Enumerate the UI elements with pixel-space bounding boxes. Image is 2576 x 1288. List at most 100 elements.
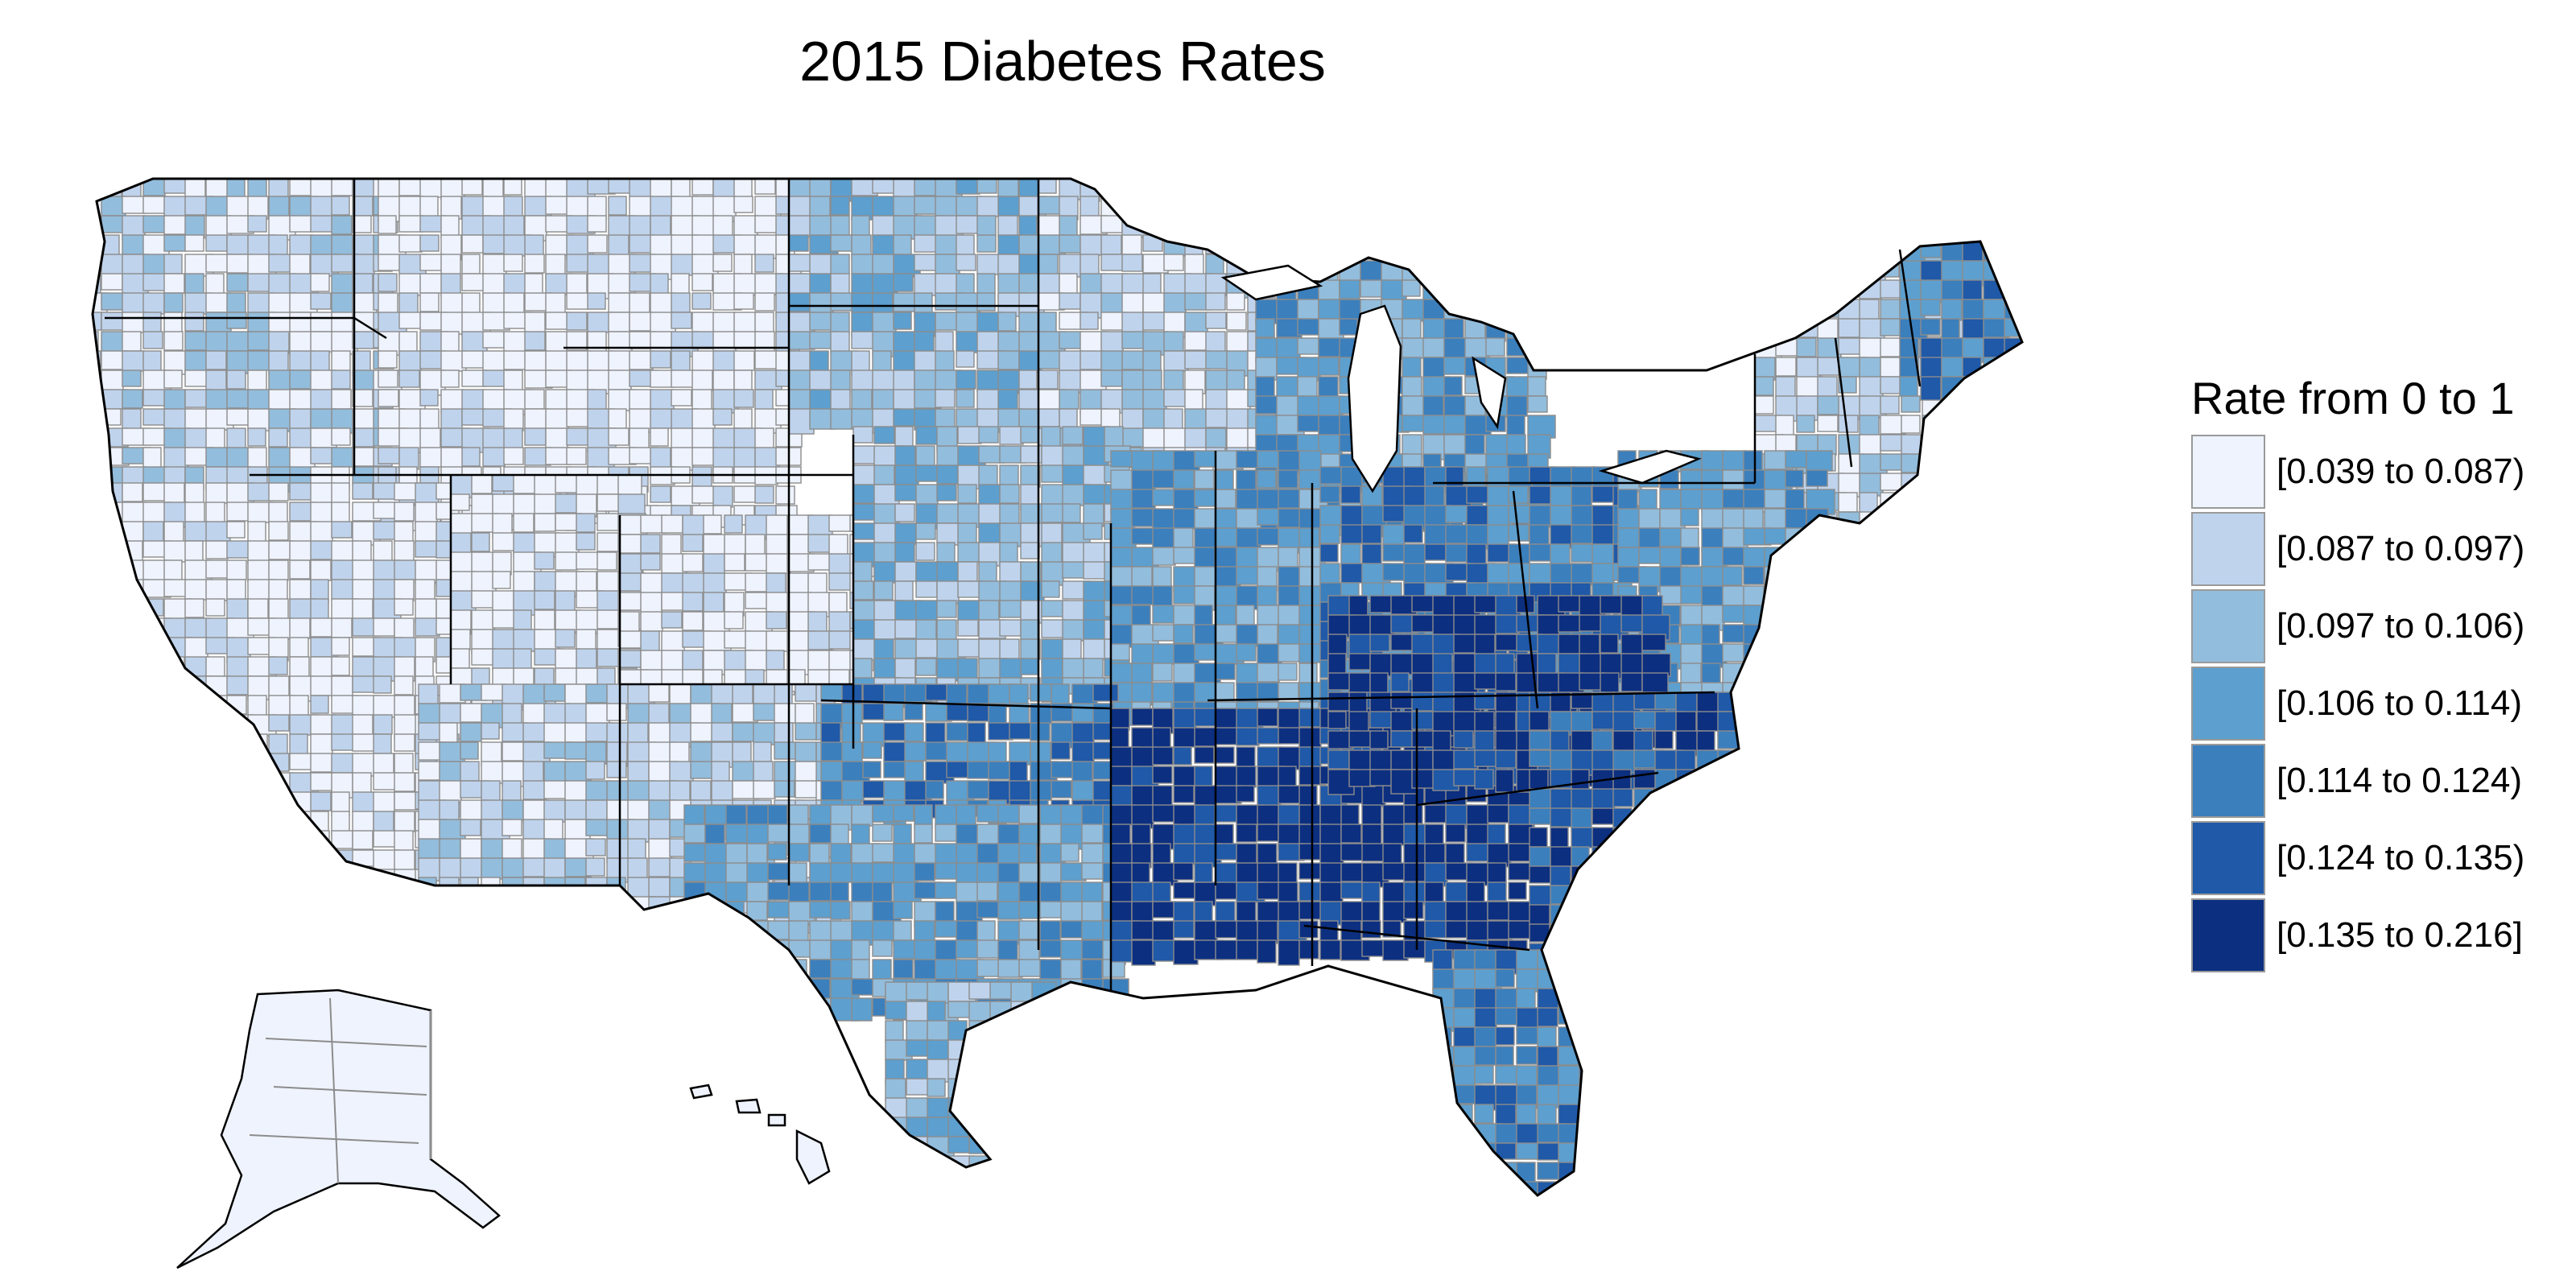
county-central-plains [1062, 619, 1084, 642]
county-california-nevada [394, 598, 414, 616]
county-four-corners [648, 915, 669, 939]
county-upper-midwest [1184, 215, 1203, 237]
county-new-england [1942, 415, 1965, 441]
county-pacific-northwest [331, 369, 351, 390]
county-southern-plains [820, 722, 841, 745]
county-northern-rockies [440, 369, 460, 388]
county-texas [893, 959, 914, 979]
county-northern-plains [914, 234, 937, 253]
legend: Rate from 0 to 1 [0.039 to 0.087) [0.087… [2191, 372, 2524, 974]
county-florida [1558, 949, 1584, 971]
county-texas [1039, 997, 1064, 1017]
legend-swatch [2191, 821, 2265, 895]
county-carolinas-georgia [1633, 885, 1657, 907]
county-carolinas-georgia [1591, 904, 1619, 927]
county-pacific-northwest [122, 369, 142, 387]
county-carolinas-georgia [1654, 846, 1682, 866]
legend-swatch [2191, 744, 2265, 818]
county-central-plains [936, 464, 959, 485]
county-great-lakes [1297, 318, 1320, 336]
county-pacific-northwest [163, 331, 184, 351]
county-new-england [1775, 279, 1804, 301]
county-great-lakes [1443, 395, 1466, 418]
county-california-nevada [184, 502, 205, 523]
county-florida [1600, 988, 1620, 1006]
county-california-nevada [289, 540, 312, 561]
legend-label: [0.106 to 0.114) [2277, 683, 2522, 723]
county-california-nevada [184, 733, 205, 754]
county-pacific-northwest [352, 427, 375, 448]
county-northern-rockies [691, 331, 715, 349]
county-deep-south [1110, 708, 1130, 731]
county-california-nevada [394, 540, 415, 562]
county-south-texas [1031, 1117, 1059, 1142]
county-california-nevada [226, 753, 246, 779]
county-northern-plains [788, 350, 812, 374]
county-deep-south [1173, 901, 1195, 924]
county-pacific-northwest [310, 389, 334, 411]
county-great-basin [492, 571, 511, 589]
county-california-nevada [289, 502, 314, 522]
county-new-england [1796, 299, 1816, 325]
county-pacific-northwest [101, 215, 125, 233]
county-california-nevada [289, 482, 312, 501]
county-midwest-corn-belt [1257, 469, 1277, 489]
county-northern-rockies [503, 447, 524, 465]
county-four-corners [418, 683, 439, 705]
county-mid-atlantic [1638, 489, 1657, 510]
county-deep-south [1298, 708, 1322, 728]
county-california-nevada [101, 521, 120, 540]
county-central-plains [894, 542, 915, 564]
county-carolinas-georgia [1696, 923, 1722, 945]
county-pacific-northwest [163, 447, 189, 470]
county-south-texas [1031, 1020, 1051, 1042]
county-ohio-valley [1319, 563, 1340, 585]
county-deep-south [1445, 920, 1470, 939]
county-pacific-northwest [163, 312, 183, 335]
county-southern-plains [904, 761, 924, 782]
county-midwest-corn-belt [1215, 489, 1236, 509]
county-deep-south [1403, 862, 1427, 882]
county-southern-plains [904, 703, 923, 720]
county-pacific-northwest [93, 234, 100, 256]
county-carolinas-georgia [1633, 865, 1657, 888]
county-texas [746, 959, 772, 980]
county-appalachia [1432, 595, 1455, 618]
county-maine [1941, 337, 1966, 360]
county-california-nevada [415, 482, 440, 506]
county-florida [1579, 1162, 1605, 1187]
county-texas [830, 843, 852, 866]
county-mid-atlantic [1785, 450, 1807, 469]
county-deep-south [1361, 920, 1381, 939]
county-new-england [1901, 453, 1920, 473]
county-carolinas-georgia [1738, 827, 1760, 851]
county-central-plains [873, 658, 896, 679]
county-deep-south [1194, 746, 1215, 764]
county-great-basin [450, 493, 470, 511]
county-northern-plains [1018, 369, 1038, 390]
county-california-nevada [93, 695, 109, 714]
county-central-plains [936, 542, 956, 563]
county-northern-rockies [691, 485, 716, 504]
county-california-nevada [184, 753, 208, 772]
county-colorado [619, 650, 642, 668]
county-central-plains [915, 522, 936, 540]
county-pacific-northwest [226, 312, 247, 329]
county-southern-plains [967, 761, 990, 779]
county-central-plains [852, 658, 873, 680]
county-texas [767, 978, 793, 1001]
county-great-basin [534, 513, 556, 532]
county-four-corners [481, 761, 505, 784]
county-texas [725, 997, 745, 1015]
county-northern-plains [893, 369, 915, 392]
county-northern-rockies [503, 408, 524, 431]
county-carolinas-georgia [1675, 923, 1702, 946]
county-florida [1495, 1065, 1520, 1084]
county-texas [683, 920, 713, 943]
county-colorado [661, 611, 683, 629]
county-deep-south [1382, 862, 1406, 881]
county-texas [872, 843, 897, 863]
county-california-nevada [142, 637, 170, 662]
county-california-nevada [247, 811, 270, 830]
county-carolinas-georgia [1759, 769, 1786, 788]
